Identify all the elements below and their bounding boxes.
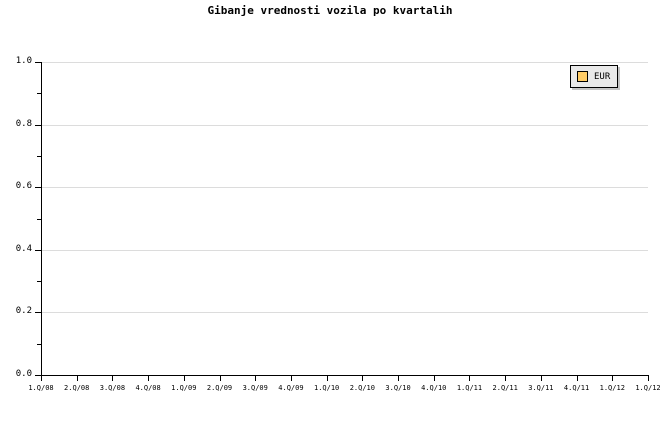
x-axis-tick — [577, 376, 578, 381]
legend-swatch-icon — [577, 71, 588, 82]
y-axis-label: 0.0 — [15, 369, 32, 379]
y-axis-minor-tick — [37, 218, 41, 220]
x-axis-tick — [434, 376, 435, 381]
y-axis-label: 1.0 — [15, 56, 32, 66]
chart-title: Gibanje vrednosti vozila po kvartalih — [207, 4, 453, 17]
x-axis-label: 3.Q/10 — [385, 384, 411, 392]
x-axis-tick — [541, 376, 542, 381]
gridline — [41, 62, 648, 63]
gridline — [41, 124, 648, 126]
x-axis-label: 4.Q/08 — [135, 384, 161, 392]
x-axis-label: 1.Q/12 — [599, 384, 625, 392]
x-axis-label: 4.Q/10 — [421, 384, 447, 392]
x-axis-tick — [648, 376, 649, 381]
x-axis-tick — [398, 376, 399, 381]
y-axis-label: 0.8 — [15, 118, 32, 129]
x-axis-tick — [505, 376, 506, 381]
x-axis-label: 3.Q/08 — [99, 384, 126, 392]
x-axis-tick — [469, 376, 470, 381]
x-axis-tick — [362, 376, 363, 381]
gridline — [41, 187, 648, 189]
gridline — [41, 312, 648, 314]
x-axis-label: 4.Q/11 — [563, 384, 590, 392]
legend-label-eur: EUR — [594, 71, 611, 82]
x-axis-label: 3.Q/09 — [242, 384, 268, 392]
x-axis-tick — [327, 376, 328, 381]
x-axis-tick — [255, 376, 256, 381]
x-axis-label: 1.Q/12 — [635, 384, 660, 392]
x-axis-tick — [612, 376, 613, 381]
y-axis-label: 0.4 — [15, 243, 32, 254]
y-axis-label: 0.6 — [15, 181, 32, 192]
x-axis-label: 1.Q/10 — [313, 384, 340, 392]
x-axis-tick — [41, 376, 42, 381]
y-axis-tick — [35, 375, 41, 376]
y-axis-tick — [35, 312, 41, 314]
x-axis-tick — [148, 376, 149, 381]
x-axis-tick — [220, 376, 221, 381]
gridline — [41, 249, 648, 251]
y-axis-tick — [35, 124, 41, 126]
x-axis-label: 1.Q/09 — [171, 384, 197, 392]
y-axis-minor-tick — [37, 343, 41, 345]
x-axis-label: 1.Q/11 — [456, 384, 483, 392]
chart-legend[interactable]: EUR — [570, 65, 619, 88]
x-axis-label: 2.Q/10 — [349, 384, 375, 392]
y-axis-minor-tick — [37, 281, 41, 283]
y-axis-minor-tick — [37, 155, 41, 157]
x-axis-label: 2.Q/09 — [206, 384, 233, 392]
x-axis-tick — [291, 376, 292, 381]
y-axis-minor-tick — [37, 93, 41, 95]
x-axis-label: 4.Q/09 — [278, 384, 304, 392]
y-axis-label: 0.2 — [15, 306, 32, 317]
plot-area — [41, 62, 648, 375]
x-axis-tick — [184, 376, 185, 381]
y-axis-line — [41, 62, 42, 376]
x-axis-line — [41, 375, 649, 376]
y-axis-tick — [35, 187, 41, 189]
x-axis-tick — [112, 376, 113, 381]
x-axis-label: 2.Q/08 — [64, 384, 90, 392]
x-axis-label: 1.Q/08 — [28, 384, 54, 392]
x-axis-label: 3.Q/11 — [528, 384, 554, 392]
x-axis-label: 2.Q/11 — [492, 384, 518, 392]
x-axis-tick — [77, 376, 78, 381]
y-axis-tick — [35, 249, 41, 251]
y-axis-tick — [35, 62, 41, 63]
